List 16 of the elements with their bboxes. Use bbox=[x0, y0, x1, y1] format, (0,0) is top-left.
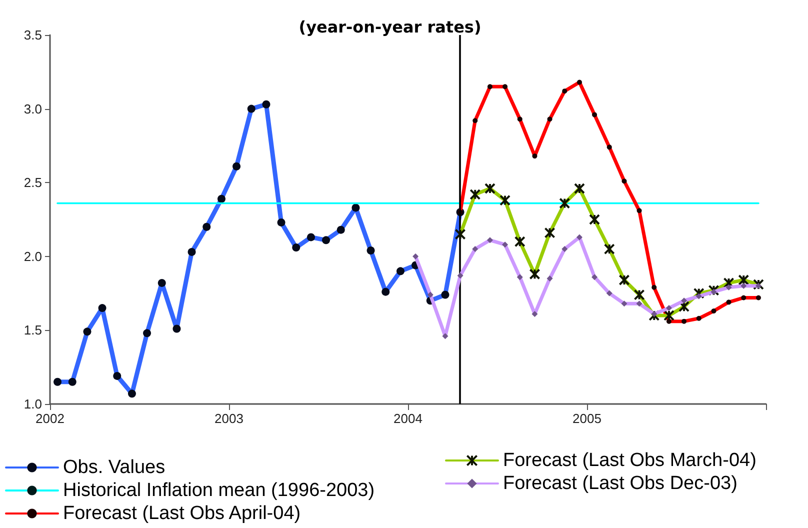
y-tick-label: 2.5 bbox=[24, 175, 42, 190]
y-tick-label: 3.0 bbox=[24, 101, 42, 116]
x-tick-label: 2002 bbox=[36, 411, 64, 426]
y-tick-label: 1.0 bbox=[24, 396, 42, 412]
legend-label: Historical Inflation mean (1996-2003) bbox=[63, 480, 375, 501]
legend-label: Forecast (Last Obs April-04) bbox=[63, 503, 301, 524]
y-tick-label: 2.0 bbox=[24, 248, 42, 264]
legend-label: Forecast (Last Obs March-04) bbox=[503, 450, 756, 471]
chart-title: (year-on-year rates) bbox=[298, 18, 482, 36]
legend-label: Obs. Values bbox=[63, 457, 166, 478]
x-tick-label: 2004 bbox=[394, 411, 422, 426]
y-tick-label: 1.5 bbox=[24, 322, 42, 338]
y-tick-label: 3.5 bbox=[24, 28, 42, 42]
x-tick-label: 2003 bbox=[214, 411, 244, 426]
x-tick-label: 2005 bbox=[572, 411, 602, 426]
legend-label: Forecast (Last Obs Dec-03) bbox=[503, 473, 738, 494]
